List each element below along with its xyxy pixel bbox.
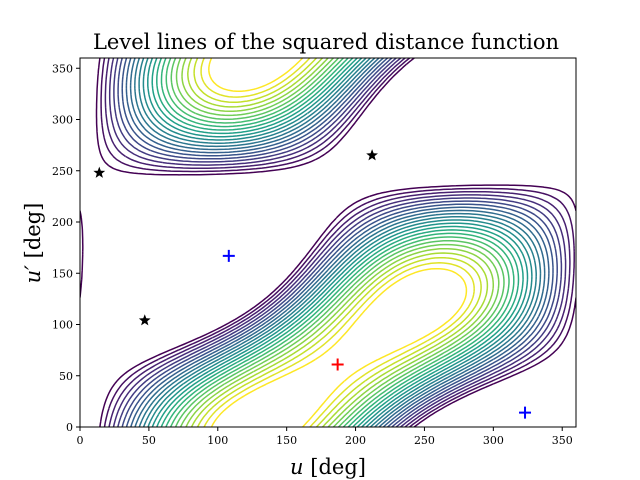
- plus-marker: [222, 249, 235, 262]
- contour-level-19: [113, 58, 563, 427]
- x-axis-ticks: 0 50 100 150 200 250 300 350: [77, 427, 573, 447]
- contour-level-16: [125, 58, 550, 427]
- marker-layer: [93, 149, 532, 419]
- contour-level-22: [100, 58, 575, 427]
- y-axis-unit: [deg]: [21, 203, 45, 259]
- contour-level-11: [147, 58, 529, 427]
- contour-level-12: [142, 58, 533, 427]
- contour-level-17: [121, 58, 554, 427]
- x-tick-label: 350: [552, 434, 573, 447]
- x-tick-label: 300: [483, 434, 504, 447]
- contour-level-0: [208, 58, 468, 427]
- y-tick-label: 300: [52, 114, 73, 127]
- x-axis-label: u [deg]: [290, 455, 366, 479]
- y-tick-label: 250: [52, 165, 73, 178]
- contour-level-23: [80, 58, 576, 427]
- contour-level-21: [104, 58, 571, 427]
- y-tick-label: 350: [52, 62, 73, 75]
- x-tick-label: 150: [276, 434, 297, 447]
- y-tick-label: 200: [52, 216, 73, 229]
- y-axis-ticks: 0 50 100 150 200 250 300 350: [52, 62, 80, 434]
- chart-title: Level lines of the squared distance func…: [93, 30, 559, 54]
- x-tick-label: 0: [77, 434, 84, 447]
- contour-level-6: [170, 58, 505, 427]
- contour-level-15: [129, 58, 546, 427]
- plot-frame: [79, 57, 577, 428]
- plus-marker: [519, 406, 532, 419]
- star-marker: [138, 314, 151, 326]
- plus-marker: [331, 358, 344, 371]
- contour-level-13: [138, 58, 537, 427]
- y-tick-label: 100: [52, 319, 73, 332]
- y-tick-label: 150: [52, 267, 73, 280]
- x-tick-label: 250: [414, 434, 435, 447]
- y-tick-label: 50: [59, 370, 73, 383]
- y-axis-label: u′ [deg]: [21, 203, 45, 284]
- contour-level-14: [134, 58, 542, 427]
- x-tick-label: 50: [142, 434, 156, 447]
- x-tick-label: 200: [345, 434, 366, 447]
- contour-level-18: [117, 58, 558, 427]
- contour-level-10: [151, 58, 524, 427]
- star-marker: [366, 149, 378, 161]
- contour-level-8: [160, 58, 515, 427]
- contour-level-9: [156, 58, 520, 427]
- x-axis-unit: [deg]: [310, 455, 366, 479]
- x-tick-label: 100: [207, 434, 228, 447]
- y-axis-variable: u′: [21, 265, 45, 284]
- y-tick-label: 0: [66, 421, 73, 434]
- contour-lines: [80, 58, 576, 427]
- x-axis-variable: u: [290, 455, 304, 479]
- contour-level-2: [193, 58, 482, 427]
- contour-level-1: [200, 58, 475, 427]
- star-marker: [93, 166, 106, 178]
- contour-level-5: [175, 58, 500, 427]
- contour-level-20: [108, 58, 567, 427]
- contour-level-4: [181, 58, 495, 427]
